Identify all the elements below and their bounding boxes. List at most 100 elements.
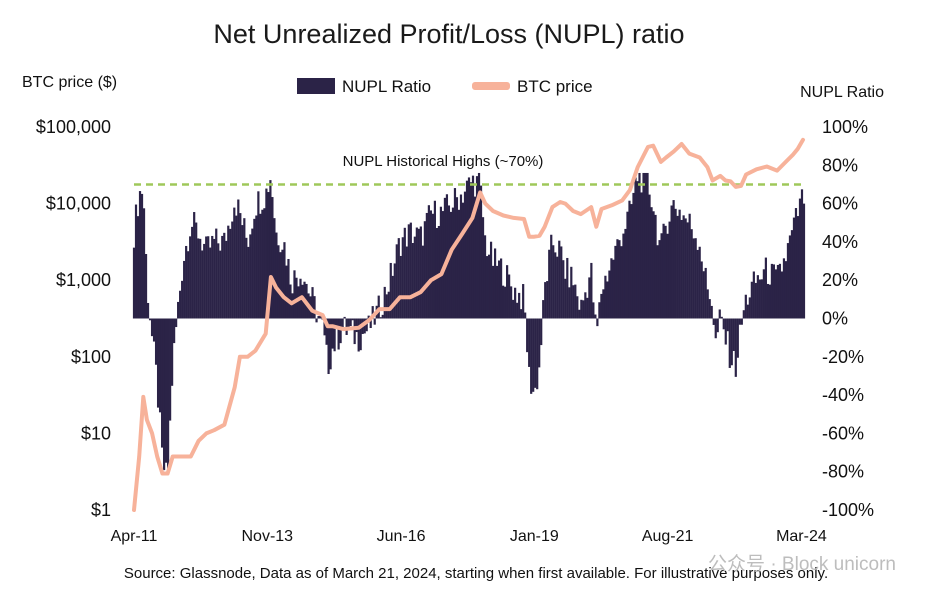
- nupl-bar: [281, 250, 283, 319]
- nupl-bar: [735, 319, 737, 377]
- nupl-bar: [604, 276, 606, 319]
- nupl-bar: [717, 319, 719, 333]
- right-tick-label: -20%: [822, 347, 864, 367]
- left-tick-label: $100,000: [36, 117, 111, 137]
- nupl-bar: [187, 251, 189, 318]
- nupl-bar: [510, 286, 512, 318]
- nupl-bar: [137, 216, 139, 318]
- nupl-bar: [506, 265, 508, 318]
- nupl-bar: [456, 197, 458, 318]
- nupl-bar: [159, 319, 161, 413]
- nupl-bar: [598, 302, 600, 318]
- nupl-bar: [197, 238, 199, 318]
- nupl-bar: [580, 300, 582, 319]
- x-tick-label: Jan-19: [510, 528, 559, 545]
- nupl-bar: [145, 254, 147, 318]
- nupl-bar: [745, 295, 747, 319]
- nupl-bar: [785, 261, 787, 318]
- nupl-bar: [466, 181, 468, 319]
- nupl-bar: [763, 269, 765, 318]
- right-tick-label: -80%: [822, 462, 864, 482]
- nupl-bar: [432, 214, 434, 319]
- nupl-bar: [574, 285, 576, 319]
- nupl-bar: [237, 199, 239, 318]
- nupl-bar: [486, 256, 488, 318]
- nupl-bar: [614, 246, 616, 319]
- nupl-bar: [695, 238, 697, 318]
- nupl-bar: [338, 319, 340, 350]
- nupl-bar: [636, 181, 638, 318]
- nupl-bar: [512, 300, 514, 319]
- nupl-bar: [402, 237, 404, 318]
- nupl-bar: [241, 225, 243, 318]
- right-axis-title: NUPL Ratio: [800, 84, 884, 101]
- nupl-bar: [524, 313, 526, 319]
- nupl-bar: [771, 264, 773, 319]
- nupl-bar: [648, 195, 650, 319]
- nupl-bar: [378, 296, 380, 319]
- nupl-bar: [203, 244, 205, 319]
- nupl-bar: [626, 212, 628, 319]
- nupl-bar: [410, 223, 412, 319]
- nupl-bar: [707, 289, 709, 318]
- nupl-bar: [291, 293, 293, 318]
- nupl-bar: [440, 207, 442, 319]
- nupl-bar: [430, 210, 432, 318]
- nupl-bar: [793, 218, 795, 319]
- right-tick-label: 60%: [822, 194, 858, 214]
- nupl-bar: [576, 296, 578, 318]
- nupl-bar: [496, 266, 498, 319]
- nupl-bar: [209, 248, 211, 319]
- x-tick-label: Nov-13: [241, 528, 293, 545]
- nupl-bar: [552, 245, 554, 318]
- nupl-bar: [606, 281, 608, 318]
- nupl-bar: [165, 319, 167, 463]
- nupl-bar: [153, 319, 155, 342]
- nupl-bar: [157, 319, 159, 408]
- nupl-bar: [195, 223, 197, 319]
- nupl-bar: [594, 315, 596, 319]
- nupl-bar: [271, 197, 273, 318]
- nupl-bar: [275, 233, 277, 319]
- nupl-bar: [677, 216, 679, 319]
- nupl-bar: [253, 219, 255, 319]
- nupl-bar: [155, 319, 157, 365]
- nupl-bar: [424, 221, 426, 318]
- nupl-bar: [438, 226, 440, 319]
- legend: NUPL Ratio BTC price: [297, 77, 593, 96]
- nupl-bar: [560, 246, 562, 318]
- nupl-bar: [219, 251, 221, 319]
- nupl-bar: [472, 176, 474, 319]
- nupl-bar: [207, 236, 209, 318]
- nupl-bar: [205, 236, 207, 318]
- nupl-bar: [558, 241, 560, 319]
- nupl-bar: [177, 302, 179, 319]
- nupl-bar: [500, 258, 502, 318]
- legend-label-nupl: NUPL Ratio: [342, 77, 431, 96]
- nupl-bar: [550, 235, 552, 319]
- nupl-bar: [193, 212, 195, 318]
- left-tick-label: $1,000: [56, 270, 111, 290]
- nupl-bar: [620, 246, 622, 318]
- x-tick-label: Aug-21: [642, 528, 694, 545]
- nupl-bar: [508, 275, 510, 319]
- nupl-bar: [689, 214, 691, 319]
- nupl-bar: [227, 226, 229, 319]
- legend-label-btc: BTC price: [517, 77, 593, 96]
- nupl-bar: [211, 236, 213, 319]
- nupl-bar: [388, 292, 390, 319]
- right-tick-label: 0%: [822, 309, 848, 329]
- nupl-bar: [634, 177, 636, 318]
- nupl-bar: [654, 215, 656, 319]
- nupl-bar: [293, 270, 295, 318]
- nupl-bar: [687, 222, 689, 318]
- nupl-bar: [143, 208, 145, 318]
- x-axis-ticks: Apr-11 Nov-13 Jun-16 Jan-19 Aug-21 Mar-24: [111, 528, 827, 545]
- nupl-bar: [354, 319, 356, 345]
- nupl-bar: [384, 287, 386, 319]
- nupl-bar: [791, 230, 793, 318]
- nupl-bar: [590, 263, 592, 319]
- right-tick-label: -40%: [822, 385, 864, 405]
- nupl-bar: [650, 207, 652, 318]
- left-tick-label: $10,000: [46, 194, 111, 214]
